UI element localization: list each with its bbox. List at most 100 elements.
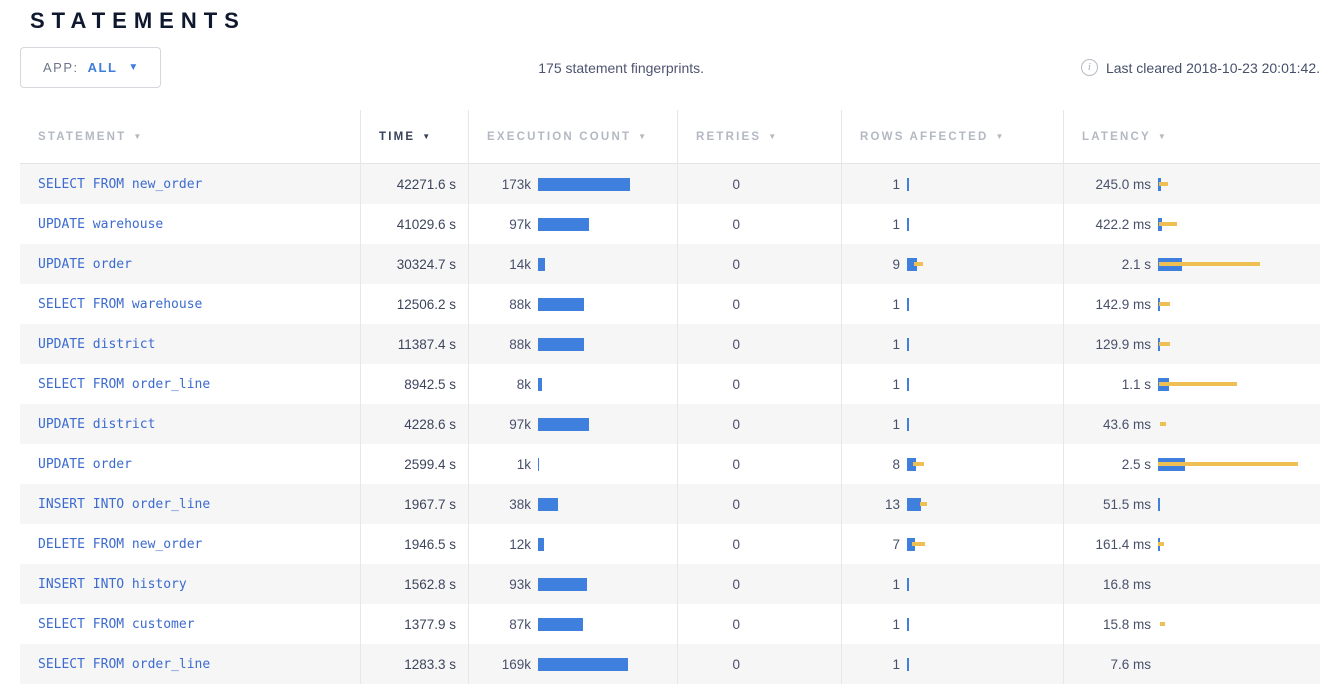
table-row[interactable]: UPDATE order 2599.4 s 1k 0 8 xyxy=(20,444,1320,484)
rows-affected-mean-bar xyxy=(907,257,917,271)
table-row[interactable]: SELECT FROM order_line 1283.3 s 169k 0 1 xyxy=(20,644,1320,684)
column-header-time[interactable]: TIME ▼ xyxy=(360,110,468,163)
execution-count-cell: 173k xyxy=(468,164,677,204)
latency-group: 15.8 ms xyxy=(1064,604,1320,644)
rows-affected-stddev-whisker xyxy=(912,542,925,546)
column-header-execution-count[interactable]: EXECUTION COUNT ▼ xyxy=(468,110,677,163)
statement-cell: UPDATE district xyxy=(20,404,360,444)
execution-count-cell: 87k xyxy=(468,604,677,644)
statement-link[interactable]: SELECT FROM order_line xyxy=(38,656,211,672)
statement-link[interactable]: SELECT FROM new_order xyxy=(38,176,203,192)
table-row[interactable]: INSERT INTO history 1562.8 s 93k 0 1 xyxy=(20,564,1320,604)
table-row[interactable]: SELECT FROM warehouse 12506.2 s 88k 0 1 xyxy=(20,284,1320,324)
retries-cell: 0 xyxy=(677,564,841,604)
execution-count-cell: 8k xyxy=(468,364,677,404)
execution-count-bar-area xyxy=(538,404,677,444)
time-cell: 1377.9 s xyxy=(360,604,468,644)
statement-link[interactable]: UPDATE district xyxy=(38,416,156,432)
execution-count-group: 169k xyxy=(469,644,677,684)
table-row[interactable]: SELECT FROM order_line 8942.5 s 8k 0 1 xyxy=(20,364,1320,404)
rows-affected-group: 1 xyxy=(842,564,1063,604)
retries-value: 0 xyxy=(732,296,740,312)
statement-link[interactable]: UPDATE order xyxy=(38,256,132,272)
rows-affected-mean-bar xyxy=(907,337,909,351)
table-row[interactable]: UPDATE warehouse 41029.6 s 97k 0 1 xyxy=(20,204,1320,244)
rows-affected-group: 1 xyxy=(842,644,1063,684)
statement-link[interactable]: UPDATE order xyxy=(38,456,132,472)
rows-affected-bar-area xyxy=(907,644,1063,684)
execution-count-group: 38k xyxy=(469,484,677,524)
table-row[interactable]: UPDATE district 4228.6 s 97k 0 1 xyxy=(20,404,1320,444)
statement-cell: SELECT FROM warehouse xyxy=(20,284,360,324)
rows-affected-value: 13 xyxy=(884,496,900,512)
latency-bar-area xyxy=(1158,284,1320,324)
execution-count-cell: 38k xyxy=(468,484,677,524)
statement-link[interactable]: DELETE FROM new_order xyxy=(38,536,203,552)
rows-affected-value: 1 xyxy=(892,216,900,232)
latency-group: 43.6 ms xyxy=(1064,404,1320,444)
statement-link[interactable]: INSERT INTO order_line xyxy=(38,496,211,512)
latency-stddev-whisker xyxy=(1159,342,1170,346)
app-filter-dropdown[interactable]: APP: ALL ▼ xyxy=(20,47,162,88)
column-label: ROWS AFFECTED xyxy=(860,130,989,143)
column-header-latency[interactable]: LATENCY ▼ xyxy=(1063,110,1320,163)
execution-count-bar xyxy=(538,497,558,511)
app-filter-label: APP: xyxy=(43,60,79,75)
execution-count-value: 97k xyxy=(509,416,531,432)
latency-value: 51.5 ms xyxy=(1102,496,1151,512)
execution-count-value: 38k xyxy=(509,496,531,512)
table-row[interactable]: INSERT INTO order_line 1967.7 s 38k 0 13 xyxy=(20,484,1320,524)
rows-affected-cell: 8 xyxy=(841,444,1063,484)
latency-value: 161.4 ms xyxy=(1095,536,1151,552)
table-row[interactable]: DELETE FROM new_order 1946.5 s 12k 0 7 xyxy=(20,524,1320,564)
statement-cell: DELETE FROM new_order xyxy=(20,524,360,564)
statement-link[interactable]: SELECT FROM order_line xyxy=(38,376,211,392)
table-row[interactable]: UPDATE order 30324.7 s 14k 0 9 xyxy=(20,244,1320,284)
statement-link[interactable]: SELECT FROM warehouse xyxy=(38,296,203,312)
rows-affected-cell: 1 xyxy=(841,164,1063,204)
retries-cell: 0 xyxy=(677,404,841,444)
rows-affected-cell: 13 xyxy=(841,484,1063,524)
rows-affected-cell: 1 xyxy=(841,564,1063,604)
statement-cell: SELECT FROM customer xyxy=(20,604,360,644)
table-row[interactable]: SELECT FROM new_order 42271.6 s 173k 0 1 xyxy=(20,164,1320,204)
retries-group: 0 xyxy=(678,444,841,484)
statement-link[interactable]: UPDATE warehouse xyxy=(38,216,164,232)
latency-cell: 15.8 ms xyxy=(1063,604,1320,644)
rows-affected-mean-bar xyxy=(907,497,921,511)
execution-count-value: 88k xyxy=(509,296,531,312)
info-icon[interactable]: i xyxy=(1080,59,1098,76)
retries-value: 0 xyxy=(732,256,740,272)
statement-link[interactable]: SELECT FROM customer xyxy=(38,616,195,632)
execution-count-bar-area xyxy=(538,524,677,564)
retries-cell: 0 xyxy=(677,284,841,324)
execution-count-bar xyxy=(538,657,628,671)
column-header-retries[interactable]: RETRIES ▼ xyxy=(677,110,841,163)
time-cell: 1283.3 s xyxy=(360,644,468,684)
retries-group: 0 xyxy=(678,604,841,644)
table-row[interactable]: SELECT FROM customer 1377.9 s 87k 0 1 xyxy=(20,604,1320,644)
statement-link[interactable]: UPDATE district xyxy=(38,336,156,352)
latency-cell: 2.5 s xyxy=(1063,444,1320,484)
execution-count-bar-area xyxy=(538,604,677,644)
execution-count-group: 87k xyxy=(469,604,677,644)
retries-cell: 0 xyxy=(677,524,841,564)
latency-group: 422.2 ms xyxy=(1064,204,1320,244)
chevron-down-icon: ▼ xyxy=(128,62,139,73)
latency-cell: 51.5 ms xyxy=(1063,484,1320,524)
retries-cell: 0 xyxy=(677,364,841,404)
latency-bar-area xyxy=(1158,644,1320,684)
column-header-rows-affected[interactable]: ROWS AFFECTED ▼ xyxy=(841,110,1063,163)
retries-bar-area xyxy=(747,484,841,524)
table-row[interactable]: UPDATE district 11387.4 s 88k 0 1 xyxy=(20,324,1320,364)
rows-affected-mean-bar xyxy=(907,617,909,631)
column-label: EXECUTION COUNT xyxy=(487,130,632,143)
rows-affected-mean-bar xyxy=(907,217,909,231)
statement-cell: SELECT FROM order_line xyxy=(20,364,360,404)
time-cell: 12506.2 s xyxy=(360,284,468,324)
column-header-statement[interactable]: STATEMENT ▼ xyxy=(20,110,360,163)
retries-value: 0 xyxy=(732,456,740,472)
statement-link[interactable]: INSERT INTO history xyxy=(38,576,187,592)
rows-affected-value: 1 xyxy=(892,576,900,592)
retries-bar-area xyxy=(747,404,841,444)
